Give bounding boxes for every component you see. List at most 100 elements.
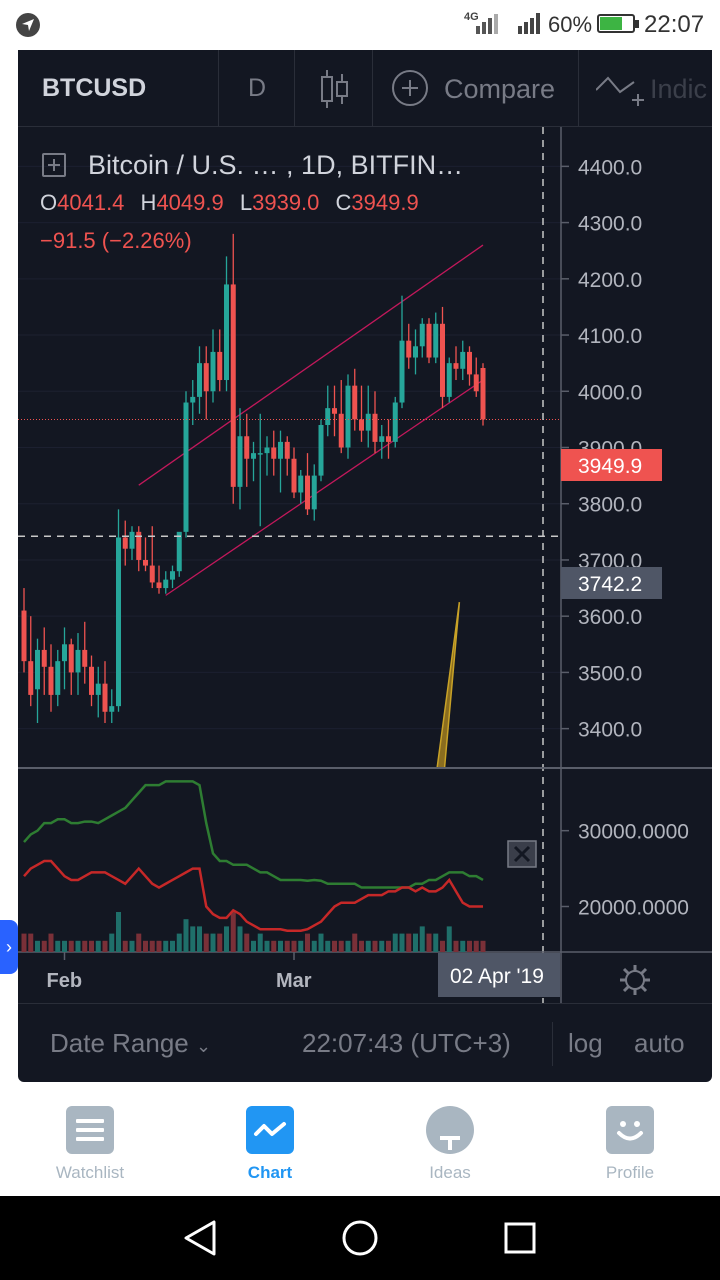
volume-bar <box>338 940 344 952</box>
volume-bar <box>365 940 371 952</box>
volume-bar <box>318 933 324 952</box>
volume-bar <box>379 940 385 952</box>
volume-bar <box>95 940 101 952</box>
candle <box>480 363 486 426</box>
candle <box>21 588 27 673</box>
candle <box>291 447 297 499</box>
candle <box>62 627 67 690</box>
add-symbol-icon[interactable] <box>42 153 66 177</box>
candle <box>203 346 209 420</box>
volume-bar <box>460 940 466 952</box>
indicator-tick-label: 20000.0000 <box>578 897 689 920</box>
candle <box>365 385 371 448</box>
candle <box>68 638 74 695</box>
candle <box>170 565 175 589</box>
back-icon[interactable] <box>182 1218 218 1258</box>
legend-ohlc: O4041.4 H4049.9 L3939.0 C3949.9 <box>40 190 429 216</box>
candle <box>359 385 364 442</box>
settings-gear-icon[interactable] <box>620 965 650 995</box>
log-scale-toggle[interactable]: log <box>568 1028 603 1058</box>
nav-ideas[interactable]: Ideas <box>390 1106 510 1190</box>
volume-bar <box>129 940 135 952</box>
volume-bar <box>149 940 155 952</box>
candle <box>176 531 182 577</box>
time-tick-label: Mar <box>276 970 312 992</box>
date-range-button[interactable]: Date Range ⌄ <box>50 1028 211 1059</box>
volume-bar <box>359 940 364 952</box>
volume-bar <box>28 933 34 952</box>
last-price-tag: 3949.9 <box>561 449 662 481</box>
volume-bar <box>345 940 351 952</box>
candle <box>237 408 243 510</box>
candle <box>413 329 418 375</box>
time-tick-label: Feb <box>47 970 83 992</box>
volume-bar <box>82 940 88 952</box>
nav-ideas-label: Ideas <box>429 1163 471 1182</box>
volume-bar <box>467 940 472 952</box>
date-range-label: Date Range <box>50 1028 189 1058</box>
volume-bar <box>183 919 189 952</box>
system-navigation-bar <box>0 1196 720 1280</box>
volume-bar <box>480 940 486 952</box>
candle <box>426 318 432 364</box>
symbol-button[interactable]: BTCUSD <box>42 74 147 102</box>
nav-watchlist[interactable]: Watchlist <box>30 1106 150 1190</box>
volume-bar <box>298 940 304 952</box>
volume-bar <box>89 940 94 952</box>
volume-bar <box>332 940 337 952</box>
nav-profile-label: Profile <box>605 1163 655 1182</box>
candle <box>325 385 331 437</box>
channel-line[interactable] <box>165 379 484 596</box>
side-panel-handle[interactable]: › <box>0 920 18 974</box>
price-tick-label: 4200.0 <box>578 269 642 292</box>
chart-toolbar: BTCUSD D Compare Indic <box>18 50 712 127</box>
projection-triangle[interactable] <box>436 602 461 769</box>
volume-bar <box>278 940 283 952</box>
volume-bar <box>244 933 250 952</box>
timezone-clock[interactable]: 22:07:43 (UTC+3) <box>302 1028 511 1058</box>
battery-icon <box>597 14 639 33</box>
channel-line[interactable] <box>138 244 484 486</box>
candle <box>89 655 94 707</box>
volume-bar <box>311 940 317 952</box>
volume-bar <box>203 933 209 952</box>
price-tick-label: 4400.0 <box>578 156 642 179</box>
close-indicator-button[interactable] <box>507 840 537 868</box>
recents-icon[interactable] <box>502 1218 538 1258</box>
price-tick-label: 3500.0 <box>578 662 642 685</box>
volume-bar <box>305 933 310 952</box>
smiley-icon <box>606 1106 654 1154</box>
volume-bar <box>426 933 432 952</box>
candle <box>440 306 445 409</box>
candle <box>183 391 189 538</box>
chart-canvas[interactable]: 4400.04300.04200.04100.04000.03900.03800… <box>18 127 712 1003</box>
candle <box>406 323 412 369</box>
nav-profile[interactable]: Profile <box>570 1106 690 1190</box>
indicator-tick-label: 30000.0000 <box>578 821 689 844</box>
candles-style-icon[interactable] <box>320 70 350 108</box>
volume-bar <box>62 940 67 952</box>
crosshair-price-label: 3742.2 <box>578 573 642 596</box>
candle <box>55 649 61 707</box>
trend-channel[interactable] <box>138 244 484 596</box>
home-icon[interactable] <box>340 1218 380 1258</box>
chevron-right-icon: › <box>6 937 12 957</box>
price-tick-label: 3600.0 <box>578 606 642 629</box>
interval-button[interactable]: D <box>248 74 267 102</box>
candle <box>28 616 34 707</box>
candle <box>163 571 169 594</box>
time-axis[interactable]: Feb Mar <box>47 952 312 992</box>
auto-scale-toggle[interactable]: auto <box>634 1028 685 1058</box>
candle <box>156 565 162 594</box>
candle <box>305 453 310 515</box>
candle <box>190 380 196 426</box>
candle <box>419 318 425 358</box>
bottom-navigation: Watchlist Chart Ideas Profile <box>0 1092 720 1196</box>
volume-bar <box>325 940 331 952</box>
volume-bar <box>48 933 54 952</box>
legend-title[interactable]: Bitcoin / U.S. … , 1D, BITFIN… <box>88 150 464 180</box>
candle <box>41 627 47 695</box>
volume-bar <box>406 933 412 952</box>
nav-chart[interactable]: Chart <box>210 1106 330 1190</box>
price-axis[interactable]: 4400.04300.04200.04100.04000.03900.03800… <box>561 156 642 742</box>
